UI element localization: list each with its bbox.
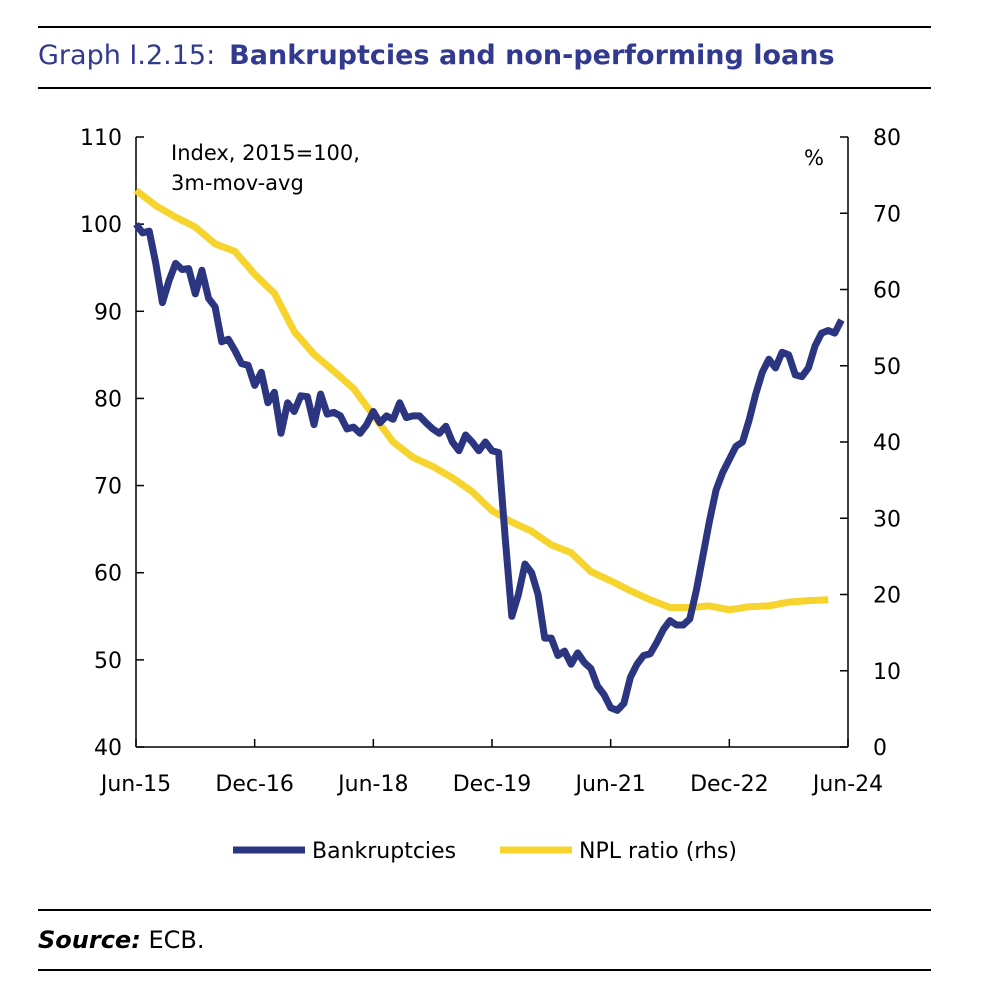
x-tick-label: Dec-16 [215,772,294,797]
top-rule [38,26,931,28]
line-chart: 40 50 60 70 80 90 100 110 0 10 20 30 40 50 60 70 80 Jun-1… [80,126,901,864]
right-y-tick-label: 70 [873,202,901,227]
left-y-tick-label: 70 [94,475,122,500]
right-y-tick-label: 20 [873,584,901,609]
source-top-rule [38,909,931,911]
right-axis-note: % [804,146,824,170]
x-tick-label: Dec-19 [453,772,532,797]
left-y-tick-label: 40 [94,736,122,761]
graph-label: Graph I.2.15: [38,40,216,71]
right-y-tick-label: 50 [873,355,901,380]
left-y-tick-label: 60 [94,562,122,587]
right-y-tick-label: 30 [873,507,901,532]
series-layer [133,187,845,714]
source-line: Source: ECB. [38,926,204,954]
legend-label-bankruptcies: Bankruptcies [312,839,456,864]
npl-ratio-line [133,187,829,614]
source-text: ECB. [148,926,205,954]
left-axis-note-line-1: Index, 2015=100, [171,141,360,165]
bottom-rule [38,969,931,971]
left-y-tick-label: 50 [94,649,122,674]
source-label: Source: [38,926,141,954]
bankruptcies-line [133,222,845,714]
legend: Bankruptcies NPL ratio (rhs) [233,839,737,864]
right-y-tick-label: 40 [873,431,901,456]
right-y-tick-label: 60 [873,279,901,304]
x-tick-label: Jun-18 [336,772,408,797]
x-tick-label: Jun-15 [99,772,171,797]
right-y-tick-label: 10 [873,660,901,685]
left-y-tick-label: 110 [80,126,122,151]
x-tick-label: Dec-22 [690,772,769,797]
title-rule [38,87,931,89]
x-tick-label: Jun-24 [811,772,883,797]
graph-title: Bankruptcies and non-performing loans [229,40,835,71]
right-y-tick-label: 0 [873,736,887,761]
graph-header: Graph I.2.15: Bankruptcies and non-perfor… [38,40,835,71]
left-axis-note-line-2: 3m-mov-avg [171,171,304,195]
left-y-tick-label: 90 [94,300,122,325]
left-y-tick-label: 100 [80,213,122,238]
legend-label-npl-ratio: NPL ratio (rhs) [579,839,737,864]
chart-axes: 40 50 60 70 80 90 100 110 0 10 20 30 40 50 60 70 80 Jun-1… [80,126,901,797]
x-tick-label: Jun-21 [574,772,646,797]
left-y-tick-label: 80 [94,387,122,412]
right-y-tick-label: 80 [873,126,901,151]
